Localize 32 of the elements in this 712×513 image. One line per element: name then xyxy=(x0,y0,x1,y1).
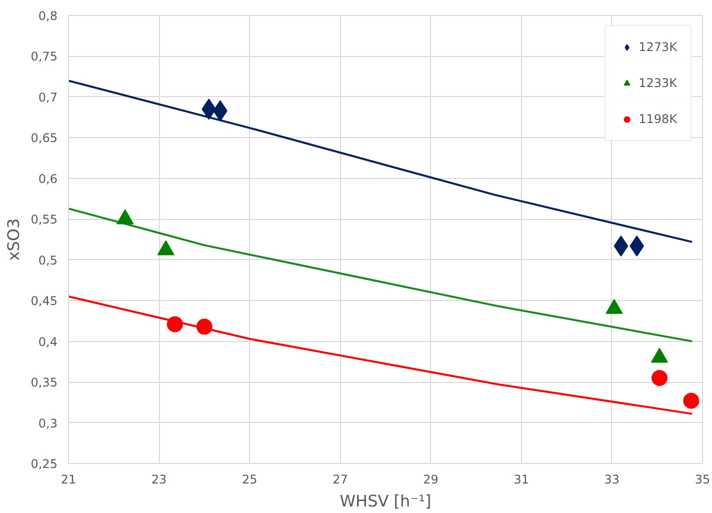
y-tick-label: 0,8 xyxy=(38,9,58,23)
x-tick-label: 29 xyxy=(423,472,438,486)
y-tick-label: 0,55 xyxy=(30,212,58,227)
point xyxy=(651,370,668,386)
legend-label: 1273K xyxy=(638,40,677,54)
x-tick-label: 25 xyxy=(242,472,258,486)
legend-label: 1198K xyxy=(638,112,677,126)
y-tick-label: 0,7 xyxy=(38,90,58,104)
point xyxy=(166,316,183,332)
legend-label: 1233K xyxy=(638,76,677,90)
x-tick-label: 31 xyxy=(514,472,530,486)
y-tick-label: 0,25 xyxy=(30,457,58,471)
x-tick-label: 23 xyxy=(151,472,167,486)
y-tick-label: 0,6 xyxy=(38,172,58,186)
x-tick-label: 33 xyxy=(604,472,620,486)
y-tick-label: 0,45 xyxy=(30,294,58,308)
y-tick-label: 0,3 xyxy=(38,416,58,430)
line-series xyxy=(68,80,694,243)
y-tick-label: 0,4 xyxy=(38,334,58,349)
point xyxy=(683,392,700,409)
x-axis-title: WHSV [h⁻¹] xyxy=(340,492,432,510)
line-series xyxy=(68,208,694,342)
x-tick-label: 27 xyxy=(332,472,348,486)
point xyxy=(196,318,212,335)
x-tick-label: 35 xyxy=(694,472,710,486)
y-tick-label: 0,75 xyxy=(30,50,58,64)
y-axis-title: xSO3 xyxy=(4,218,23,261)
y-tick-label: 0,65 xyxy=(30,131,58,146)
y-tick-label: 0,35 xyxy=(30,376,58,390)
y-tick-label: 0,5 xyxy=(38,253,58,268)
line-series xyxy=(68,296,694,415)
x-tick-label: 21 xyxy=(60,472,76,486)
